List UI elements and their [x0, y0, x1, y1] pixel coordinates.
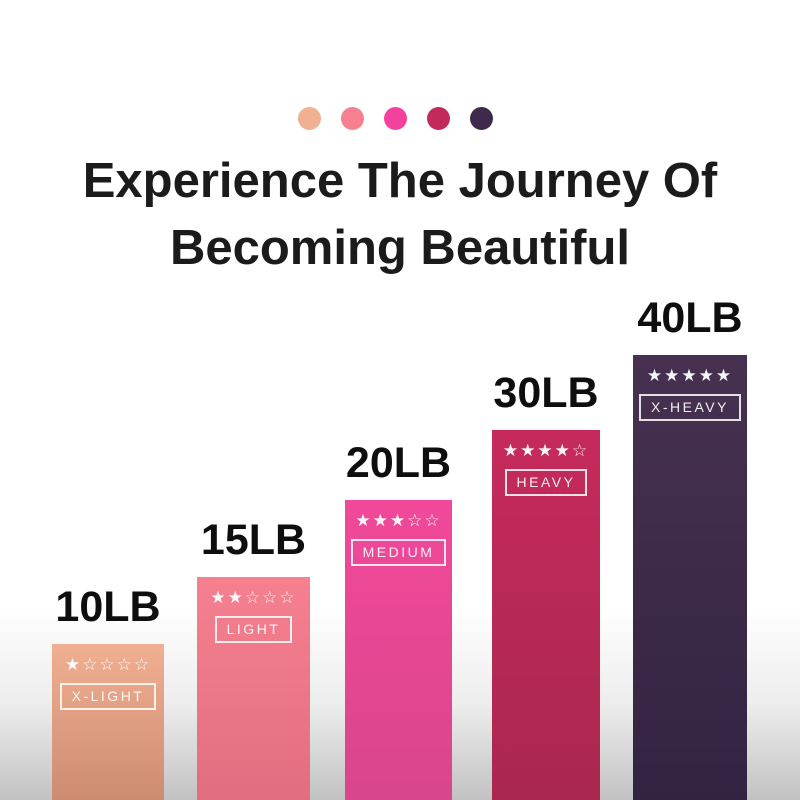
star-rating: ★☆☆☆☆ [64, 655, 152, 675]
star-rating: ★★☆☆☆ [210, 588, 297, 608]
bar-weight-label: 15LB [200, 516, 307, 564]
bar-column-40lb: ★★★★★ X-HEAVY [633, 355, 747, 800]
page-title: Experience The Journey Of Becoming Beaut… [0, 148, 800, 282]
bar-group-15lb: 15LB ★★☆☆☆ LIGHT [197, 516, 310, 800]
bar-column-20lb: ★★★☆☆ MEDIUM [345, 500, 452, 800]
bar-group-20lb: 20LB ★★★☆☆ MEDIUM [345, 439, 452, 800]
palette-dot-medium [383, 107, 407, 130]
bar-group-30lb: 30LB ★★★★☆ HEAVY [492, 369, 600, 800]
title-line-2: Becoming Beautiful [169, 221, 631, 275]
star-rating: ★★★☆☆ [355, 511, 442, 531]
bar-weight-label: 20LB [345, 439, 452, 487]
level-badge: HEAVY [504, 469, 588, 496]
level-badge: MEDIUM [350, 539, 447, 566]
title-line-1: Experience The Journey Of [82, 154, 718, 208]
bar-group-10lb: 10LB ★☆☆☆☆ X-LIGHT [52, 583, 164, 800]
level-badge: X-HEAVY [639, 394, 741, 421]
bar-column-15lb: ★★☆☆☆ LIGHT [197, 577, 310, 800]
star-rating: ★★★★☆ [502, 441, 590, 461]
bar-weight-label: 30LB [493, 369, 599, 417]
color-palette-dots [0, 107, 790, 130]
bar-column-30lb: ★★★★☆ HEAVY [492, 430, 600, 800]
bar-weight-label: 10LB [55, 583, 161, 631]
bar-weight-label: 40LB [637, 294, 743, 342]
level-badge: X-LIGHT [59, 683, 157, 710]
palette-dot-light [340, 107, 364, 130]
bar-group-40lb: 40LB ★★★★★ X-HEAVY [633, 294, 747, 800]
star-rating: ★★★★★ [646, 366, 734, 386]
palette-dot-heavy [426, 107, 450, 130]
level-badge: LIGHT [214, 616, 293, 643]
palette-dot-xlight [297, 107, 321, 130]
palette-dot-xheavy [469, 107, 493, 130]
bar-column-10lb: ★☆☆☆☆ X-LIGHT [52, 644, 164, 800]
